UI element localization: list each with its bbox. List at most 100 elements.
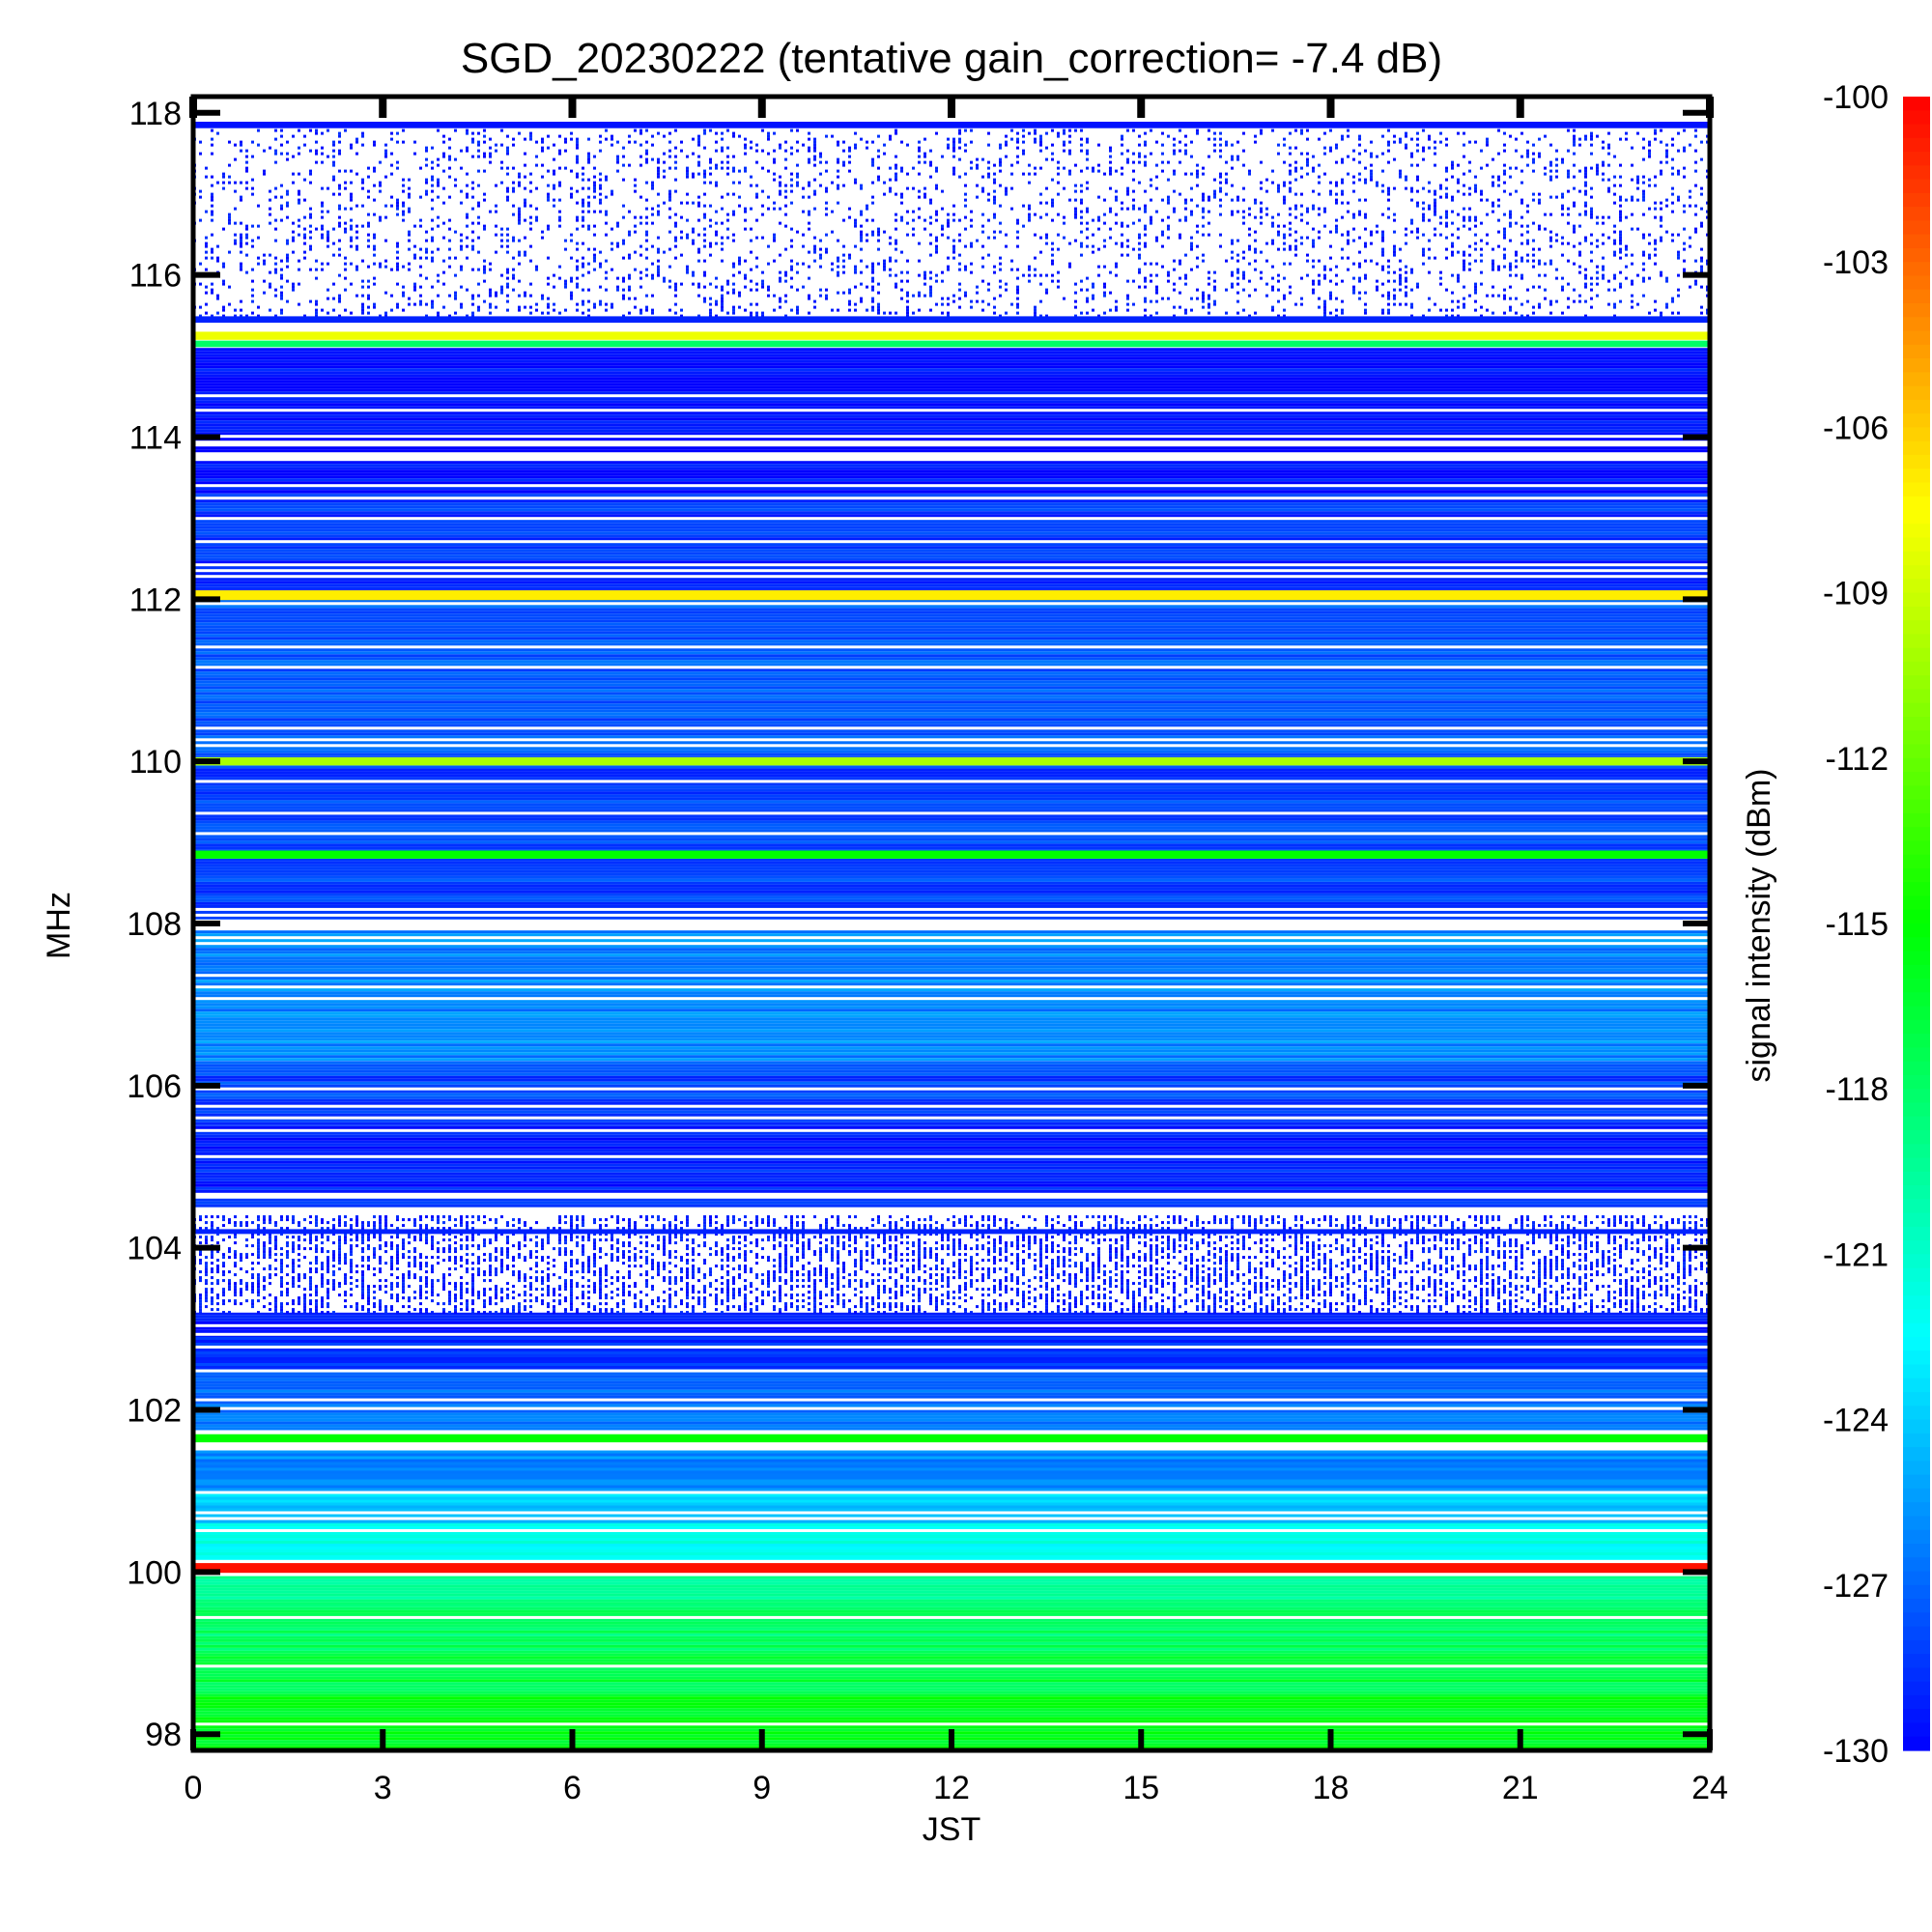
band-stripe	[193, 494, 1710, 497]
speckle	[471, 1215, 474, 1219]
speckle	[703, 1241, 706, 1245]
speckle	[1115, 1267, 1118, 1271]
speckle	[1294, 1215, 1297, 1219]
speckle	[993, 1285, 996, 1289]
speckle	[923, 1264, 926, 1268]
speckle	[257, 1262, 260, 1265]
speckle	[848, 1273, 851, 1277]
speckle	[344, 1279, 347, 1283]
speckle	[895, 1291, 897, 1294]
speckle	[292, 1262, 295, 1265]
speckle	[599, 1282, 602, 1286]
speckle	[292, 1282, 295, 1286]
speckle	[866, 1259, 868, 1263]
speckle	[269, 1253, 271, 1257]
speckle	[1028, 1291, 1031, 1294]
speckle	[298, 1264, 300, 1268]
speckle	[1138, 1293, 1141, 1297]
band-stripe	[193, 1360, 1710, 1363]
speckle	[1399, 1233, 1402, 1236]
speckle	[703, 1305, 706, 1309]
speckle	[1184, 1267, 1187, 1271]
speckle	[1648, 1259, 1651, 1263]
speckle	[350, 1227, 353, 1231]
band-stripe	[193, 1151, 1710, 1155]
speckle	[240, 1282, 242, 1286]
speckle	[1549, 1241, 1552, 1245]
band-stripe	[193, 1137, 1710, 1141]
speckle	[1555, 1279, 1558, 1283]
speckle	[413, 1276, 416, 1280]
speckle	[1636, 1241, 1639, 1245]
speckle	[1248, 1233, 1251, 1236]
band-stripe	[193, 608, 1710, 611]
speckle	[958, 1241, 961, 1245]
speckle	[947, 1293, 950, 1297]
speckle	[866, 1250, 868, 1254]
band-stripe	[193, 849, 1710, 851]
speckle	[790, 1259, 793, 1263]
speckle	[634, 1221, 637, 1225]
speckle	[1364, 1259, 1367, 1263]
speckle	[1573, 1302, 1576, 1306]
speckle	[1092, 1279, 1094, 1283]
speckle	[1376, 1288, 1378, 1292]
speckle	[958, 1253, 961, 1257]
speckle	[1022, 1299, 1025, 1303]
speckle	[1358, 1279, 1361, 1283]
speckle	[1422, 1288, 1425, 1292]
speckle	[564, 1236, 567, 1239]
spectral-band	[193, 858, 1710, 920]
speckle	[1474, 1299, 1477, 1303]
speckle	[1480, 1282, 1483, 1286]
speckle	[205, 1273, 208, 1277]
speckle	[1578, 1288, 1581, 1292]
speckle	[1144, 1227, 1147, 1231]
speckle	[1538, 1233, 1541, 1236]
speckle	[489, 1259, 492, 1263]
speckle	[668, 1250, 671, 1254]
speckle	[466, 1259, 469, 1263]
speckle	[871, 1244, 874, 1248]
speckle	[1520, 1262, 1523, 1265]
speckle	[1150, 1273, 1152, 1277]
speckle	[1416, 1305, 1419, 1309]
speckle	[1573, 1236, 1576, 1239]
speckle	[1016, 1288, 1019, 1292]
speckle	[419, 1279, 422, 1283]
speckle	[877, 1305, 880, 1309]
speckle	[616, 1247, 619, 1251]
speckle	[1341, 1244, 1344, 1248]
speckle	[361, 1291, 364, 1294]
speckle	[796, 1233, 799, 1236]
speckle	[912, 1288, 915, 1292]
speckle	[790, 1215, 793, 1219]
speckle	[211, 1291, 213, 1294]
speckle	[1486, 1218, 1489, 1222]
speckle	[1092, 1262, 1094, 1265]
speckle	[1463, 1264, 1465, 1268]
speckle	[999, 1236, 1002, 1239]
speckle	[1312, 1221, 1315, 1225]
speckle	[709, 1215, 712, 1219]
speckle	[1173, 1270, 1176, 1274]
speckle	[674, 1282, 677, 1286]
speckle	[1393, 1270, 1396, 1274]
speckle	[1103, 1238, 1106, 1242]
speckle	[1045, 1305, 1048, 1309]
speckle	[1208, 1276, 1210, 1280]
speckle	[199, 1262, 202, 1265]
band-stripe	[193, 750, 1710, 753]
speckle	[1486, 1288, 1489, 1292]
speckle	[1126, 1296, 1129, 1300]
speckle	[500, 1250, 503, 1254]
speckle	[848, 1215, 851, 1219]
speckle	[1434, 1244, 1436, 1248]
speckle	[1677, 1262, 1680, 1265]
speckle	[257, 1244, 260, 1248]
speckle	[1439, 1221, 1442, 1225]
speckle	[1063, 1270, 1065, 1274]
speckle	[1567, 1288, 1570, 1292]
speckle	[321, 1221, 324, 1225]
speckle	[1208, 1305, 1210, 1309]
